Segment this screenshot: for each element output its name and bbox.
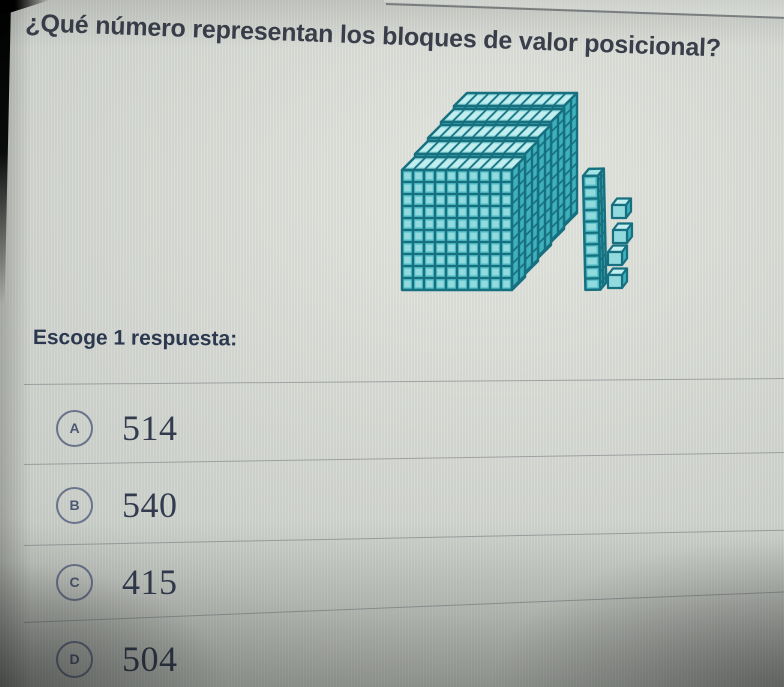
answer-option-b[interactable]: B 540 [56, 486, 178, 524]
choose-answer-label: Escoge 1 respuesta: [32, 326, 238, 351]
radio-circle-a[interactable]: A [56, 409, 93, 447]
answer-option-d[interactable]: D 504 [56, 640, 178, 678]
radio-circle-d[interactable]: D [56, 640, 93, 678]
ones-cubes-group [606, 197, 634, 290]
answer-option-a[interactable]: A 514 [56, 409, 178, 447]
divider-line [24, 451, 784, 466]
answer-value-c: 415 [122, 562, 178, 602]
place-value-blocks-figure [400, 91, 634, 292]
tens-rod-group [581, 167, 608, 292]
answer-value-a: 514 [122, 408, 178, 448]
divider-line [24, 377, 784, 386]
divider-line [24, 529, 784, 547]
photo-edge-shadow [0, 0, 11, 305]
answer-value-b: 540 [122, 485, 178, 525]
hundreds-flats-group [400, 91, 579, 292]
radio-circle-c[interactable]: C [56, 563, 93, 601]
question-title: ¿Qué número representan los bloques de v… [24, 8, 722, 63]
radio-circle-b[interactable]: B [56, 486, 93, 524]
answer-option-c[interactable]: C 415 [56, 563, 178, 601]
answer-value-d: 504 [122, 639, 178, 679]
